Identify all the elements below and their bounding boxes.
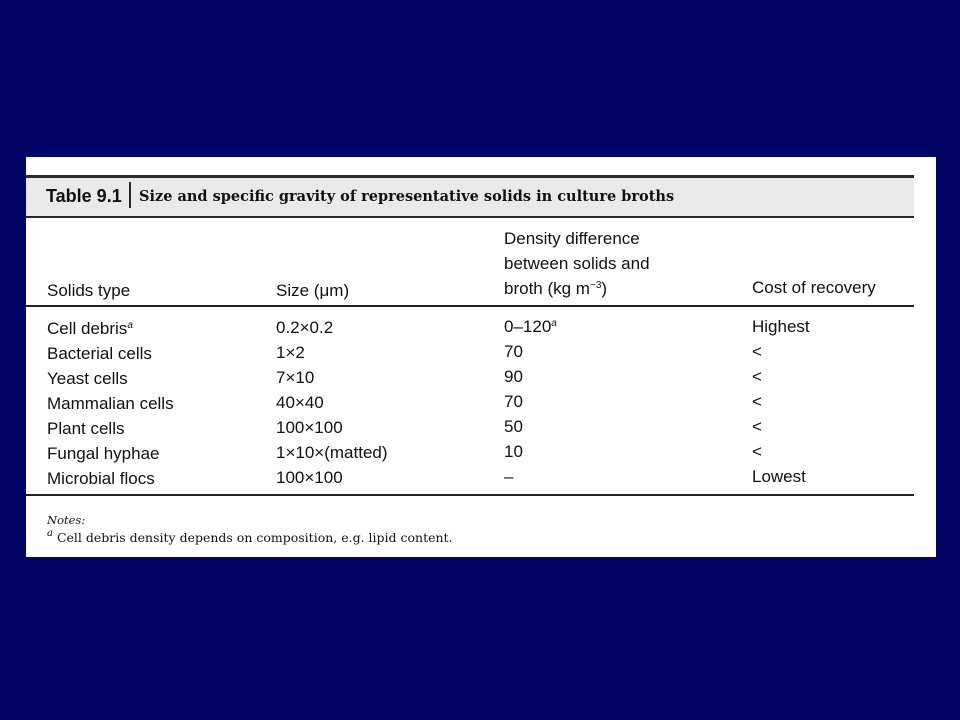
cell-solids-type: Yeast cells xyxy=(47,369,128,388)
cell-size: 1×2 xyxy=(276,343,305,362)
cell-solids-type: Cell debrisa xyxy=(47,319,133,338)
cell-solids-type: Mammalian cells xyxy=(47,394,174,413)
notes-label: Notes: xyxy=(47,513,86,527)
bottom-rule xyxy=(26,494,914,496)
cell-cost: < xyxy=(752,392,762,411)
cell-size: 1×10×(matted) xyxy=(276,443,388,462)
cell-density: 50 xyxy=(504,417,523,436)
cell-density: 0–120a xyxy=(504,317,557,336)
cell-density: – xyxy=(504,467,514,486)
cell-solids-type: Plant cells xyxy=(47,419,125,438)
header-size: Size (μm) xyxy=(276,281,350,300)
cell-cost: < xyxy=(752,367,762,386)
header-density-line2: between solids and xyxy=(504,254,650,273)
table-title-bar: Table 9.1 Size and specific gravity of r… xyxy=(26,175,914,218)
header-density-line1: Density difference xyxy=(504,229,640,248)
cell-size: 0.2×0.2 xyxy=(276,318,334,337)
cell-cost: Highest xyxy=(752,317,810,336)
cell-cost: < xyxy=(752,417,762,436)
cell-size: 40×40 xyxy=(276,393,324,412)
cell-size: 100×100 xyxy=(276,418,343,437)
cell-solids-type: Microbial flocs xyxy=(47,469,155,488)
cell-solids-type: Bacterial cells xyxy=(47,344,152,363)
cell-cost: < xyxy=(752,342,762,361)
header-solids-type: Solids type xyxy=(47,281,131,300)
cell-density: 90 xyxy=(504,367,523,386)
header-density-line3: broth (kg m−3) xyxy=(504,279,608,298)
cell-density: 70 xyxy=(504,392,523,411)
table-label: Table 9.1 xyxy=(46,186,122,206)
cell-size: 100×100 xyxy=(276,468,343,487)
cell-cost: < xyxy=(752,442,762,461)
cell-density: 10 xyxy=(504,442,523,461)
cell-density: 70 xyxy=(504,342,523,361)
cell-cost: Lowest xyxy=(752,467,806,486)
table-page: Table 9.1 Size and specific gravity of r… xyxy=(26,157,936,557)
header-rule xyxy=(26,305,914,307)
header-cost: Cost of recovery xyxy=(752,278,876,297)
footnote-a: a Cell debris density depends on composi… xyxy=(47,528,453,546)
title-divider xyxy=(129,182,131,208)
cell-size: 7×10 xyxy=(276,368,315,387)
table-caption: Size and specific gravity of representat… xyxy=(139,188,675,205)
cell-solids-type: Fungal hyphae xyxy=(47,444,160,463)
